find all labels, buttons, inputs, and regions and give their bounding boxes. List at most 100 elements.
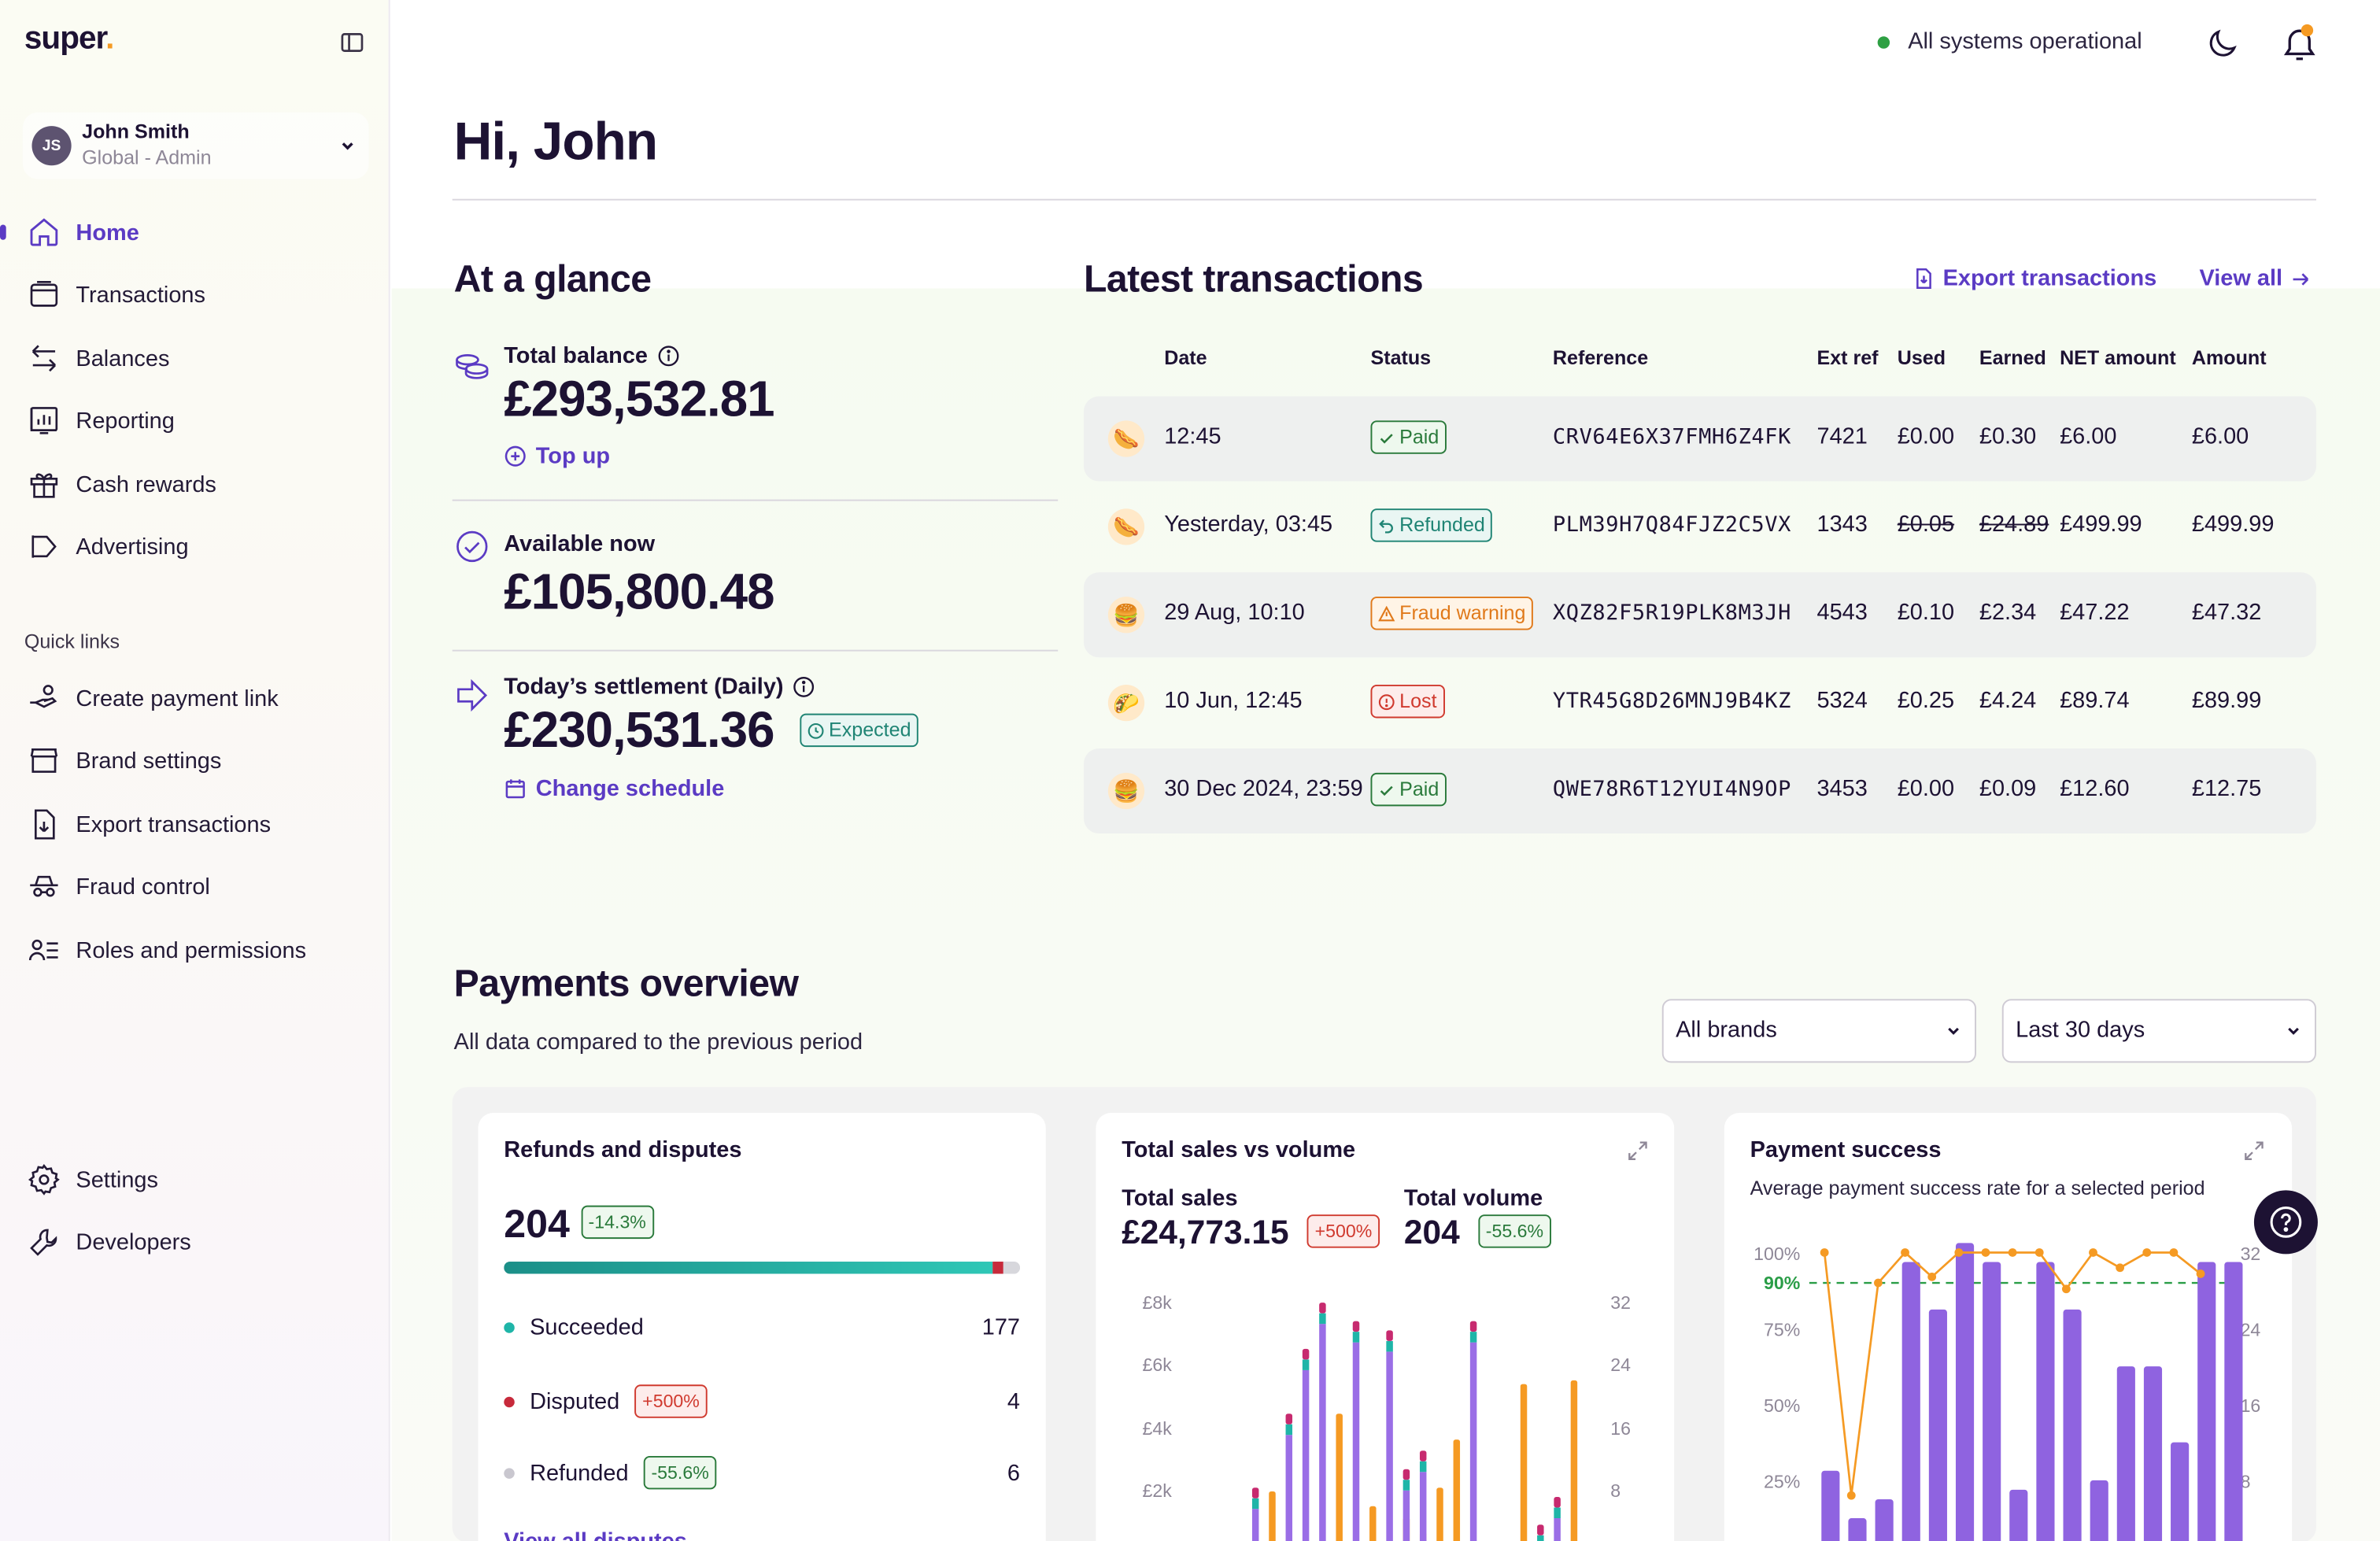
page-title: Hi, John bbox=[453, 112, 659, 172]
y-tick-label: £8k bbox=[1143, 1292, 1173, 1313]
success-rate-point bbox=[2196, 1269, 2205, 1278]
home-icon bbox=[30, 218, 58, 246]
table-row[interactable]: 🍔 29 Aug, 10:10 Fraud warning XQZ82F5R19… bbox=[1083, 572, 2316, 658]
hand-coin-icon bbox=[30, 685, 57, 708]
expand-icon[interactable] bbox=[2243, 1140, 2264, 1162]
legend-dot bbox=[504, 1467, 515, 1478]
bell-icon[interactable] bbox=[2280, 24, 2319, 64]
sidebar-item-cash-rewards[interactable]: Cash rewards bbox=[28, 461, 216, 507]
table-row[interactable]: 🍔 30 Dec 2024, 23:59 Paid QWE78R6T12YUI4… bbox=[1083, 748, 2316, 834]
question-icon bbox=[2270, 1207, 2302, 1238]
refunds-legend-succeeded: Succeeded 177 bbox=[504, 1315, 1020, 1340]
sidebar-item-settings[interactable]: Settings bbox=[28, 1157, 158, 1203]
sales-volume-card[interactable]: Total sales vs volume Total sales £24,77… bbox=[1096, 1113, 1675, 1541]
volume-bar-cap bbox=[1302, 1348, 1310, 1360]
column-header-net-amount[interactable]: NET amount bbox=[2060, 346, 2176, 369]
table-row[interactable]: 🌭 12:45 Paid CRV64E6X37FMH6Z4FK 7421 £0.… bbox=[1083, 396, 2316, 482]
column-header-used[interactable]: Used bbox=[1897, 346, 1946, 369]
table-row[interactable]: 🌭 Yesterday, 03:45 Refunded PLM39H7Q84FJ… bbox=[1084, 484, 2316, 569]
undo-icon bbox=[1379, 519, 1393, 533]
volume-bar-cap bbox=[1419, 1450, 1427, 1462]
success-rate-point bbox=[1981, 1248, 1990, 1257]
quick-link-create-payment-link[interactable]: Create payment link bbox=[28, 675, 279, 721]
sidebar-item-transactions[interactable]: Transactions bbox=[28, 272, 205, 317]
logo[interactable]: super. bbox=[24, 21, 115, 57]
help-button[interactable] bbox=[2253, 1190, 2318, 1255]
row-ext-ref: 3453 bbox=[1816, 775, 1868, 802]
sidebar-item-advertising[interactable]: Advertising bbox=[28, 524, 189, 570]
sidebar-item-balances[interactable]: Balances bbox=[28, 335, 169, 381]
column-header-ext-ref[interactable]: Ext ref bbox=[1816, 346, 1879, 369]
quick-link-brand-settings[interactable]: Brand settings bbox=[28, 738, 221, 784]
table-row[interactable]: 🌮 10 Jun, 12:45 Lost YTR45G8D26MNJ9B4KZ … bbox=[1084, 660, 2316, 745]
export-transactions-link[interactable]: Export transactions bbox=[1913, 266, 2156, 291]
transactions-title: Latest transactions bbox=[1083, 257, 1424, 301]
row-ext-ref: 7421 bbox=[1816, 423, 1868, 450]
info-icon[interactable] bbox=[657, 345, 680, 368]
column-header-amount[interactable]: Amount bbox=[2191, 346, 2267, 369]
row-net: £89.74 bbox=[2060, 687, 2130, 714]
moon-icon[interactable] bbox=[2204, 26, 2240, 62]
system-status[interactable]: All systems operational bbox=[1877, 29, 2142, 54]
arrow-right-icon bbox=[2293, 272, 2308, 285]
volume-bar-cap bbox=[1419, 1461, 1427, 1473]
brand-icon: 🌭 bbox=[1107, 508, 1145, 545]
y-tick-label: 50% bbox=[1764, 1395, 1800, 1416]
y-tick-label: 25% bbox=[1764, 1471, 1800, 1491]
row-amount: £499.99 bbox=[2191, 512, 2275, 538]
sidebar-toggle-icon[interactable] bbox=[340, 31, 364, 55]
period-select[interactable]: Last 30 days bbox=[2001, 999, 2316, 1063]
sidebar-item-reporting[interactable]: Reporting bbox=[28, 397, 175, 443]
file-download-icon bbox=[1916, 268, 1931, 290]
chevron-down-icon bbox=[2288, 1027, 2299, 1035]
column-header-date[interactable]: Date bbox=[1164, 346, 1207, 369]
file-download-icon bbox=[34, 809, 55, 840]
column-header-reference[interactable]: Reference bbox=[1552, 346, 1649, 369]
info-icon[interactable] bbox=[793, 675, 815, 698]
y-tick-label: £6k bbox=[1143, 1354, 1173, 1375]
refunds-card[interactable]: Refunds and disputes 204 -14.3% Succeede… bbox=[478, 1113, 1046, 1541]
view-all-disputes-link[interactable]: View all disputes bbox=[504, 1529, 687, 1541]
view-all-link[interactable]: View all bbox=[2199, 266, 2311, 291]
row-net: £499.99 bbox=[2060, 512, 2142, 538]
status-badge: Paid bbox=[1370, 420, 1447, 454]
sidebar-item-developers[interactable]: Developers bbox=[28, 1219, 191, 1265]
wallet-icon bbox=[30, 280, 58, 307]
expand-icon[interactable] bbox=[1627, 1140, 1648, 1162]
sales-bar bbox=[1520, 1384, 1528, 1541]
gear-icon bbox=[28, 1163, 60, 1195]
success-rate-point bbox=[2116, 1263, 2125, 1273]
wrench-icon bbox=[30, 1229, 57, 1256]
brand-icon: 🌮 bbox=[1107, 685, 1145, 722]
row-reference: QWE78R6T12YUI4N9OP bbox=[1552, 777, 1791, 802]
quick-link-export-transactions[interactable]: Export transactions bbox=[28, 802, 271, 848]
success-rate-point bbox=[2089, 1248, 2097, 1257]
column-header-earned[interactable]: Earned bbox=[1979, 346, 2046, 369]
row-date: 12:45 bbox=[1164, 423, 1221, 450]
y2-tick-label: 16 bbox=[1610, 1418, 1631, 1439]
volume-bar-cap bbox=[1469, 1332, 1477, 1343]
success-volume-bar bbox=[2063, 1309, 2082, 1541]
user-switcher[interactable]: JS John Smith Global - Admin bbox=[22, 112, 369, 179]
column-header-status[interactable]: Status bbox=[1370, 346, 1432, 369]
payment-success-card[interactable]: Payment success Average payment success … bbox=[1724, 1113, 2293, 1541]
sales-volume-chart: £8k £6k £4k £2k 32 24 16 8 bbox=[1143, 1292, 1631, 1541]
row-amount: £6.00 bbox=[2191, 423, 2249, 450]
y2-tick-label: 16 bbox=[2241, 1395, 2261, 1416]
success-rate-point bbox=[1927, 1272, 1937, 1281]
change-schedule-link[interactable]: Change schedule bbox=[504, 776, 724, 802]
brand-select[interactable]: All brands bbox=[1661, 999, 1976, 1063]
quick-link-roles-permissions[interactable]: Roles and permissions bbox=[28, 928, 306, 974]
volume-bar bbox=[1402, 1490, 1410, 1541]
quick-link-fraud-control[interactable]: Fraud control bbox=[28, 864, 210, 910]
chevron-down-icon bbox=[1948, 1027, 1959, 1035]
settlement-label: Today’s settlement (Daily) bbox=[504, 674, 815, 700]
change-badge: -14.3% bbox=[580, 1205, 654, 1240]
sidebar-item-home[interactable]: Home bbox=[28, 209, 139, 255]
row-net: £47.22 bbox=[2060, 599, 2130, 626]
success-volume-bar bbox=[1901, 1262, 1920, 1541]
top-up-link[interactable]: Top up bbox=[504, 443, 610, 469]
status-badge: Paid bbox=[1370, 772, 1447, 807]
legend-dot bbox=[504, 1395, 515, 1407]
card-title: Payment success bbox=[1750, 1136, 1942, 1163]
